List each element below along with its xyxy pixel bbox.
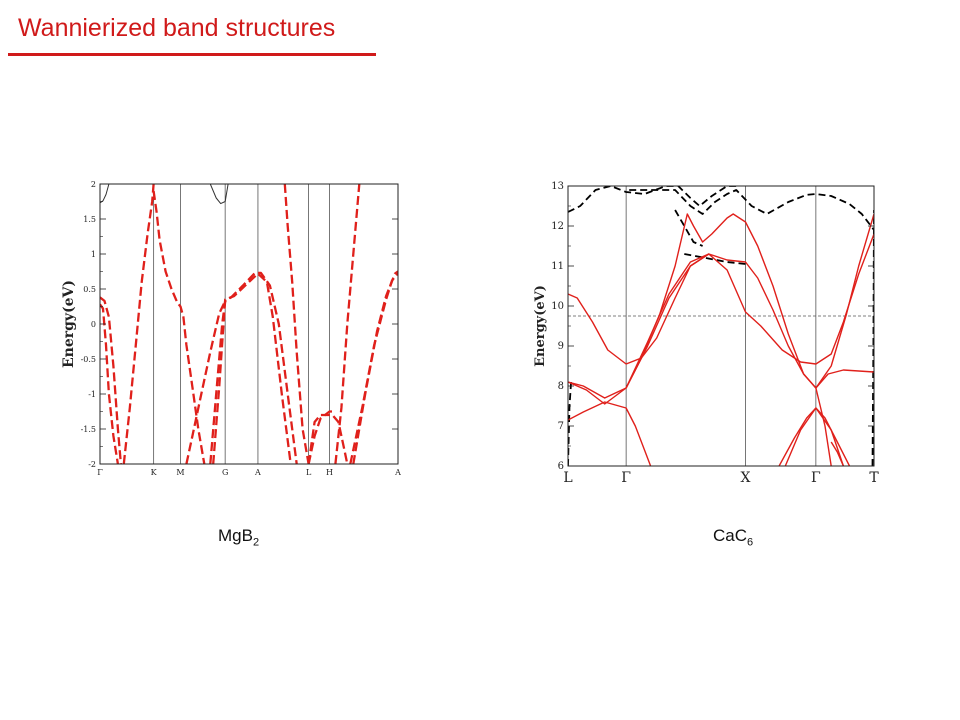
kpoint-label: G [222, 468, 228, 477]
slide-title: Wannierized band structures [18, 14, 336, 42]
band-line-wannier-red [784, 407, 845, 466]
kpoint-label: T [869, 470, 879, 486]
y-tick-label: 10 [551, 301, 564, 312]
y-tick-label: -2 [88, 460, 96, 469]
y-tick-label: 9 [558, 341, 564, 352]
y-tick-label: 11 [551, 261, 564, 272]
y-tick-label: -1.5 [81, 425, 96, 434]
band-line-wannier-red [568, 253, 874, 405]
y-tick-label: 1 [91, 250, 96, 259]
band-line-wannier-red-dashed [152, 190, 206, 464]
y-tick-label: 12 [551, 221, 564, 232]
band-line-wannier-red-dashed [352, 270, 398, 464]
band-line-dft-solid-black [100, 184, 110, 204]
y-tick-label: 1.5 [83, 215, 96, 224]
band-line-wannier-red-dashed [100, 303, 120, 464]
bands-group [100, 184, 398, 464]
kpoint-label: L [306, 468, 312, 477]
band-line-wannier-red-dashed [307, 413, 349, 464]
y-tick-label: 0 [91, 320, 96, 329]
band-line-wannier-red [568, 401, 652, 466]
kpoint-label: H [326, 468, 333, 477]
y-tick-label: 8 [558, 381, 564, 392]
band-line-dft-solid-black [209, 184, 229, 205]
kpoint-label: Γ [621, 470, 631, 486]
band-line-wannier-red [815, 387, 832, 466]
y-tick-label: 7 [558, 421, 564, 432]
bands-group [568, 186, 874, 466]
kpoint-label: K [151, 468, 158, 477]
band-line-wannier-red [568, 213, 874, 399]
y-tick-label: -1 [88, 390, 96, 399]
band-line-dft-dashed-black [674, 209, 703, 247]
kpoint-label: Γ [811, 470, 821, 486]
band-line-wannier-red-dashed [334, 184, 361, 464]
y-axis-label: Energy(eV) [61, 280, 77, 368]
y-tick-label: 0.5 [83, 285, 96, 294]
mgb2-caption-base: MgB [218, 526, 253, 545]
band-line-wannier-red [830, 441, 845, 466]
band-line-wannier-red-dashed [185, 300, 227, 464]
mgb2-band-svg: -2 -1.5 -1 -0.5 0 0.5 1 1.5 2 Γ K M G A L H A Energy(eV) [61, 180, 401, 477]
band-line-wannier-red-dashed [283, 184, 310, 464]
cac6-band-svg: 6 7 8 9 10 11 12 13 L Γ X Γ T Energy(eV) [533, 181, 879, 486]
band-line-wannier-red [625, 253, 710, 389]
kpoint-label: L [563, 470, 572, 486]
plot-frame [99, 183, 399, 465]
kpoint-label: M [176, 468, 184, 477]
band-line-wannier-red-dashed [212, 272, 292, 464]
cac6-caption: CaC6 [713, 526, 753, 548]
kpoint-label: A [254, 468, 261, 477]
band-line-wannier-red-dashed [122, 184, 155, 464]
band-line-wannier-red [568, 233, 874, 365]
band-line-wannier-red-dashed [209, 271, 298, 464]
cac6-caption-base: CaC [713, 526, 748, 545]
mgb2-band-plot: -2 -1.5 -1 -0.5 0 0.5 1 1.5 2 Γ K M G A L H A Energy(eV) [55, 178, 415, 488]
band-line-dft-dashed-black [568, 186, 740, 213]
title-underline [8, 53, 376, 56]
kpoint-label: Γ [97, 468, 103, 477]
mgb2-caption-sub: 2 [252, 536, 260, 549]
cac6-caption-sub: 6 [747, 536, 754, 549]
band-line-wannier-red-dashed [100, 296, 123, 464]
cac6-band-plot: 6 7 8 9 10 11 12 13 L Γ X Γ T Energy(eV) [530, 178, 890, 488]
kpoint-label: X [740, 470, 750, 486]
y-tick-label: 2 [91, 180, 96, 189]
y-axis-label: Energy(eV) [533, 285, 548, 367]
y-tick-label: 13 [551, 181, 564, 192]
y-tick-label: 6 [558, 461, 564, 472]
band-line-wannier-red-dashed [307, 410, 336, 464]
band-line-dft-dashed-black [629, 189, 874, 231]
y-tick-label: -0.5 [81, 355, 96, 364]
mgb2-caption: MgB2 [218, 526, 259, 548]
kpoint-label: A [394, 468, 401, 477]
